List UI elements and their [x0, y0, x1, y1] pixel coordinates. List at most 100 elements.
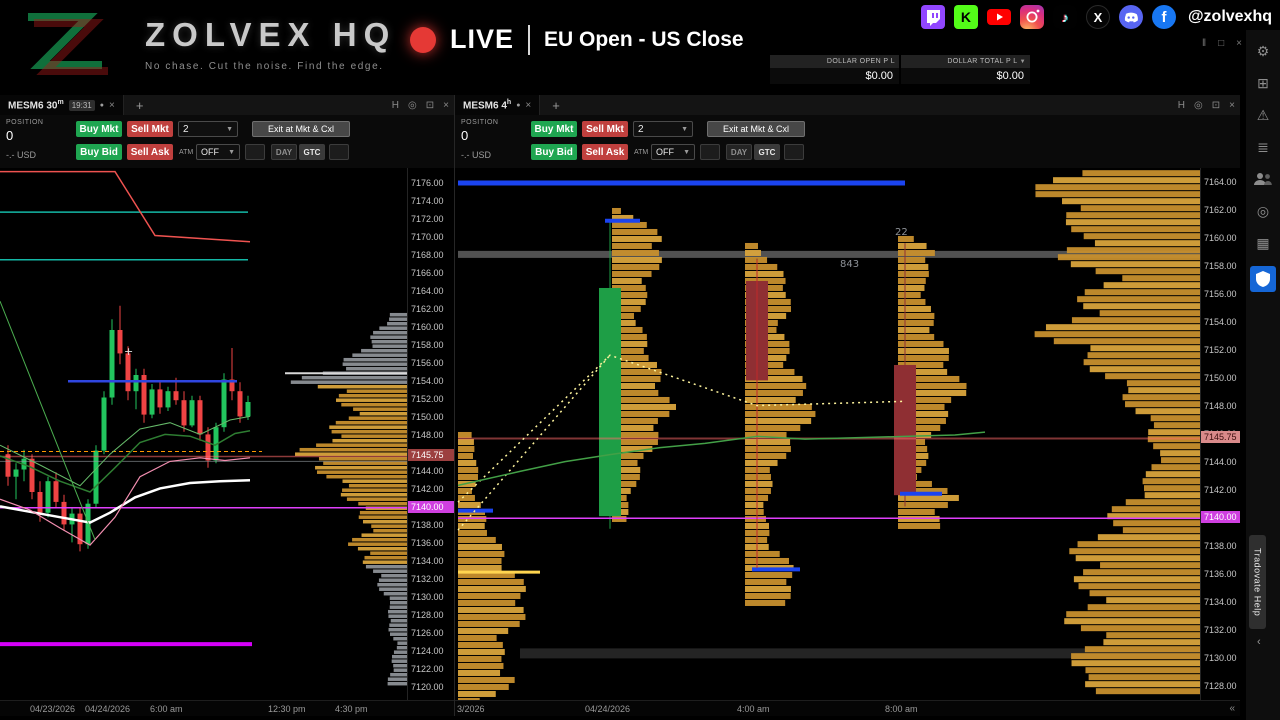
- dollar-open-pl-label: DOLLAR OPEN P L: [770, 55, 899, 68]
- price-axis-label: 7130.00: [411, 592, 444, 603]
- price-chart-30m[interactable]: +: [0, 168, 408, 700]
- add-tab-button[interactable]: +: [135, 97, 144, 113]
- tiktok-icon[interactable]: ♪: [1052, 5, 1077, 29]
- collapse-axis-icon[interactable]: «: [1229, 703, 1235, 714]
- tab-mesm6-30m[interactable]: MESM6 30m 19:31 ● ×: [0, 95, 124, 115]
- tab-mesm6-4h[interactable]: MESM6 4h ● ×: [455, 95, 541, 115]
- brand-block: ZOLVEX HQ No chase. Cut the noise. Find …: [145, 16, 396, 72]
- alerts-warning-icon[interactable]: ⚠: [1256, 106, 1270, 123]
- social-links-row: K ♪ X f @zolvexhq: [920, 5, 1272, 29]
- popout-icon[interactable]: ⊡: [425, 99, 435, 111]
- crosshair-icon[interactable]: ◎: [1194, 99, 1203, 111]
- sell-mkt-button[interactable]: Sell Mkt: [127, 121, 173, 137]
- atm-option-box[interactable]: [245, 144, 265, 160]
- sell-ask-button[interactable]: Sell Ask: [582, 144, 628, 160]
- price-axis-label: 7142.00: [1204, 484, 1237, 495]
- dollar-total-pl-label[interactable]: DOLLAR TOTAL P L ▼: [901, 55, 1030, 68]
- popout-icon[interactable]: ⊡: [1211, 99, 1221, 111]
- gtc-toggle[interactable]: GTC: [299, 144, 325, 160]
- sell-mkt-button[interactable]: Sell Mkt: [582, 121, 628, 137]
- price-axis-30m[interactable]: 7176.00 7174.00 7172.00 7170.00 7168.00 7166.…: [407, 168, 454, 700]
- price-axis-label: 7130.00: [1204, 652, 1237, 663]
- discord-icon[interactable]: [1118, 5, 1143, 29]
- settings-gear-icon[interactable]: ⚙: [1256, 42, 1270, 59]
- dollar-open-pl-value: $0.00: [770, 68, 899, 84]
- zolvex-logo: [28, 13, 108, 75]
- position-label: POSITION: [6, 119, 44, 126]
- price-axis-label: 7120.00: [411, 682, 444, 693]
- histogram-toggle-icon[interactable]: H: [1177, 99, 1186, 111]
- position-value: 0: [461, 128, 469, 143]
- workspace-panels-icon[interactable]: ⊞: [1257, 74, 1269, 91]
- atm-select[interactable]: OFF ▼: [196, 144, 240, 160]
- time-axis-30m[interactable]: 04/23/2026 04/24/2026 6:00 am 12:30 pm 4:30 …: [0, 700, 454, 716]
- tradovate-help-tab[interactable]: Tradovate Help: [1249, 535, 1266, 629]
- tab-label: MESM6 30m: [8, 98, 64, 112]
- chart-area-30m: + 7176.00 7174.00 7172.00 7170.00 7168.00 716…: [0, 168, 454, 700]
- order-option-box[interactable]: [329, 144, 349, 160]
- buy-mkt-button[interactable]: Buy Mkt: [531, 121, 577, 137]
- order-option-box[interactable]: [784, 144, 804, 160]
- exit-at-mkt-button[interactable]: Exit at Mkt & Cxl: [252, 121, 350, 137]
- facebook-icon[interactable]: f: [1151, 5, 1176, 29]
- top-header: ZOLVEX HQ No chase. Cut the noise. Find …: [0, 0, 1280, 95]
- shield-protection-icon[interactable]: [1250, 266, 1276, 292]
- add-tab-button[interactable]: +: [552, 97, 560, 113]
- youtube-icon[interactable]: [986, 5, 1011, 29]
- price-level-badge: 7145.75: [408, 449, 454, 462]
- atm-value: OFF: [656, 147, 674, 157]
- price-chart-4h[interactable]: 843 22: [455, 168, 1200, 700]
- twitch-icon[interactable]: [920, 5, 945, 29]
- time-axis-label: 6:00 am: [150, 704, 183, 714]
- chevron-down-icon: ▼: [228, 148, 235, 156]
- community-users-icon[interactable]: [1252, 170, 1274, 188]
- exit-at-mkt-button[interactable]: Exit at Mkt & Cxl: [707, 121, 805, 137]
- gtc-toggle[interactable]: GTC: [754, 144, 780, 160]
- price-axis-label: 7148.00: [1204, 400, 1237, 411]
- price-axis-label: 7142.00: [411, 484, 444, 495]
- x-twitter-icon[interactable]: X: [1085, 5, 1110, 29]
- kick-icon[interactable]: K: [953, 5, 978, 29]
- panel-close-icon[interactable]: ×: [443, 99, 449, 111]
- tab-label: MESM6 4h: [463, 98, 512, 112]
- close-icon[interactable]: ×: [1236, 38, 1242, 49]
- sidebar-collapse-icon[interactable]: ‹: [1257, 636, 1261, 648]
- day-toggle[interactable]: DAY: [726, 144, 752, 160]
- quantity-select[interactable]: 2 ▼: [633, 121, 693, 137]
- crosshair-icon[interactable]: ◎: [408, 99, 417, 111]
- price-axis-label: 7134.00: [1204, 596, 1237, 607]
- chart-area-4h: 843 22 7164.00 7162.00 7160.00 7158.00 7156.0…: [455, 168, 1240, 700]
- order-controls-30m: POSITION 0 -.- USD Buy Mkt Sell Mkt 2 ▼ E…: [0, 115, 454, 168]
- buy-mkt-button[interactable]: Buy Mkt: [76, 121, 122, 137]
- target-icon[interactable]: ◎: [1256, 202, 1270, 219]
- atm-option-box[interactable]: [700, 144, 720, 160]
- sell-ask-button[interactable]: Sell Ask: [127, 144, 173, 160]
- price-axis-label: 7156.00: [411, 358, 444, 369]
- panel-close-icon[interactable]: ×: [1229, 99, 1235, 111]
- price-axis-label: 7144.00: [411, 466, 444, 477]
- atm-select[interactable]: OFF ▼: [651, 144, 695, 160]
- instagram-icon[interactable]: [1019, 5, 1044, 29]
- atm-value: OFF: [201, 147, 219, 157]
- dom-columns-icon[interactable]: ≣: [1257, 138, 1269, 155]
- price-axis-label: 7148.00: [411, 430, 444, 441]
- dollar-open-pl-box: DOLLAR OPEN P L $0.00: [770, 55, 899, 84]
- price-axis-label: 7150.00: [411, 412, 444, 423]
- time-axis-4h[interactable]: « 3/2026 04/24/2026 4:00 am 8:00 am: [455, 700, 1240, 716]
- social-handle: @zolvexhq: [1187, 8, 1272, 25]
- buy-bid-button[interactable]: Buy Bid: [76, 144, 122, 160]
- price-axis-label: 7160.00: [1204, 232, 1237, 243]
- buy-bid-button[interactable]: Buy Bid: [531, 144, 577, 160]
- maximize-icon[interactable]: □: [1218, 38, 1225, 49]
- price-level-badge: 7140.00: [408, 500, 454, 513]
- day-toggle[interactable]: DAY: [271, 144, 297, 160]
- quantity-select[interactable]: 2 ▼: [178, 121, 238, 137]
- order-controls-4h: POSITION 0 -.- USD Buy Mkt Sell Mkt 2 ▼ E…: [455, 115, 1240, 168]
- histogram-toggle-icon[interactable]: H: [391, 99, 400, 111]
- tab-close-icon[interactable]: ×: [108, 99, 115, 111]
- tab-close-icon[interactable]: ×: [525, 99, 532, 111]
- modules-grid-icon[interactable]: ▦: [1256, 234, 1270, 251]
- dock-icon[interactable]: ‖: [1201, 38, 1207, 49]
- price-axis-4h[interactable]: 7164.00 7162.00 7160.00 7158.00 7156.00 7154.…: [1200, 168, 1240, 700]
